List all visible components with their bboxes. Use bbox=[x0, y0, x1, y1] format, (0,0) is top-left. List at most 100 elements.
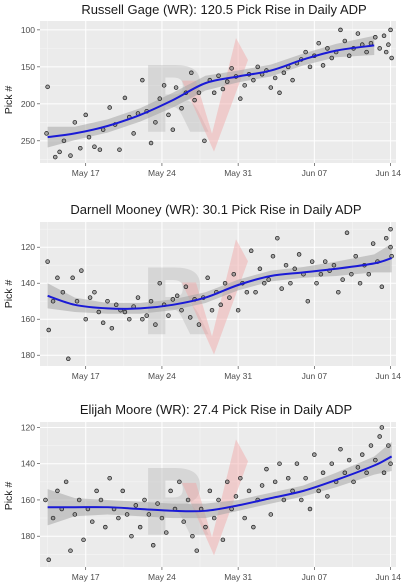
data-point bbox=[153, 120, 158, 125]
data-point bbox=[281, 70, 287, 76]
x-tick-label: Jun 07 bbox=[302, 371, 328, 381]
data-point bbox=[166, 313, 171, 318]
data-point bbox=[285, 475, 291, 481]
data-point bbox=[325, 46, 330, 51]
data-point bbox=[207, 488, 213, 494]
y-tick-label: 160 bbox=[21, 314, 35, 324]
data-point bbox=[238, 475, 243, 481]
data-point bbox=[164, 530, 169, 535]
data-point bbox=[338, 27, 343, 33]
data-point bbox=[211, 90, 217, 95]
data-point bbox=[277, 461, 282, 466]
data-point bbox=[388, 461, 393, 466]
data-point bbox=[305, 298, 311, 304]
data-point bbox=[135, 295, 141, 300]
data-point bbox=[329, 461, 335, 466]
data-point bbox=[318, 271, 324, 277]
data-point bbox=[129, 533, 134, 539]
data-point bbox=[105, 298, 110, 304]
data-point bbox=[179, 106, 184, 111]
y-tick-label: 160 bbox=[21, 495, 35, 505]
data-point bbox=[344, 230, 350, 236]
data-point bbox=[181, 519, 186, 524]
data-point bbox=[281, 497, 287, 503]
data-point bbox=[46, 327, 51, 333]
data-point bbox=[173, 85, 179, 90]
data-point bbox=[140, 316, 145, 322]
data-point bbox=[137, 524, 143, 530]
data-point bbox=[233, 494, 239, 499]
data-point bbox=[386, 42, 391, 47]
data-point bbox=[52, 154, 58, 160]
data-point bbox=[342, 38, 348, 44]
data-point bbox=[242, 515, 247, 521]
data-point bbox=[148, 140, 154, 146]
data-point bbox=[248, 248, 254, 254]
data-point bbox=[179, 307, 184, 313]
data-point bbox=[340, 277, 345, 282]
data-point bbox=[68, 153, 73, 158]
data-point bbox=[74, 298, 80, 304]
data-point bbox=[63, 479, 69, 485]
data-point bbox=[72, 120, 78, 125]
data-point bbox=[253, 289, 258, 295]
data-point bbox=[44, 131, 49, 136]
data-point bbox=[100, 320, 106, 326]
x-tick-label: May 24 bbox=[148, 371, 176, 381]
data-point bbox=[314, 280, 319, 286]
data-point bbox=[383, 49, 389, 55]
data-point bbox=[275, 235, 280, 241]
y-axis-title: Pick # bbox=[3, 280, 15, 309]
x-tick-label: Jun 14 bbox=[375, 168, 401, 178]
data-point bbox=[142, 497, 147, 503]
data-point bbox=[183, 284, 189, 290]
data-point bbox=[331, 262, 337, 268]
data-point bbox=[98, 497, 104, 503]
data-point bbox=[161, 83, 167, 88]
data-point bbox=[364, 470, 369, 476]
data-point bbox=[209, 307, 215, 313]
data-point bbox=[55, 488, 60, 494]
data-point bbox=[368, 443, 374, 448]
data-point bbox=[218, 302, 223, 308]
chart-title: Russell Gage (WR): 120.5 Pick Rise in Da… bbox=[81, 2, 366, 17]
data-point bbox=[349, 271, 354, 277]
data-point bbox=[87, 295, 93, 300]
data-point bbox=[45, 259, 50, 264]
data-point bbox=[353, 253, 358, 259]
data-point bbox=[57, 149, 62, 155]
data-point bbox=[66, 356, 71, 362]
trend-line bbox=[47, 257, 392, 310]
data-point bbox=[148, 298, 154, 304]
data-point bbox=[61, 138, 67, 144]
data-point bbox=[50, 515, 56, 521]
y-tick-label: 120 bbox=[21, 242, 35, 252]
data-point bbox=[78, 145, 83, 151]
data-point bbox=[312, 452, 317, 457]
data-point bbox=[153, 322, 158, 327]
data-point bbox=[296, 252, 302, 257]
data-point bbox=[225, 479, 230, 485]
y-axis-title: Pick # bbox=[3, 86, 15, 115]
data-point bbox=[268, 512, 274, 517]
trend-line bbox=[47, 44, 375, 139]
data-point bbox=[168, 488, 173, 494]
data-point bbox=[364, 49, 369, 55]
data-point bbox=[377, 46, 382, 51]
data-point bbox=[355, 465, 361, 470]
data-point bbox=[116, 515, 121, 521]
chart-title: Elijah Moore (WR): 27.4 Pick Rise in Dai… bbox=[80, 402, 352, 417]
data-point bbox=[316, 488, 321, 494]
data-point bbox=[325, 494, 330, 499]
data-point bbox=[292, 266, 298, 272]
data-point bbox=[307, 506, 313, 512]
data-point bbox=[113, 302, 119, 308]
data-point bbox=[196, 322, 202, 327]
data-point bbox=[190, 533, 195, 539]
x-tick-label: Jun 14 bbox=[375, 572, 401, 582]
chart-panel-darnell-mooney: Darnell Mooney (WR): 30.1 Pick Rise in D… bbox=[3, 202, 401, 381]
data-point bbox=[225, 79, 230, 84]
watermark-checkmark-icon bbox=[182, 239, 248, 355]
data-point bbox=[279, 286, 284, 291]
data-point bbox=[222, 280, 228, 286]
